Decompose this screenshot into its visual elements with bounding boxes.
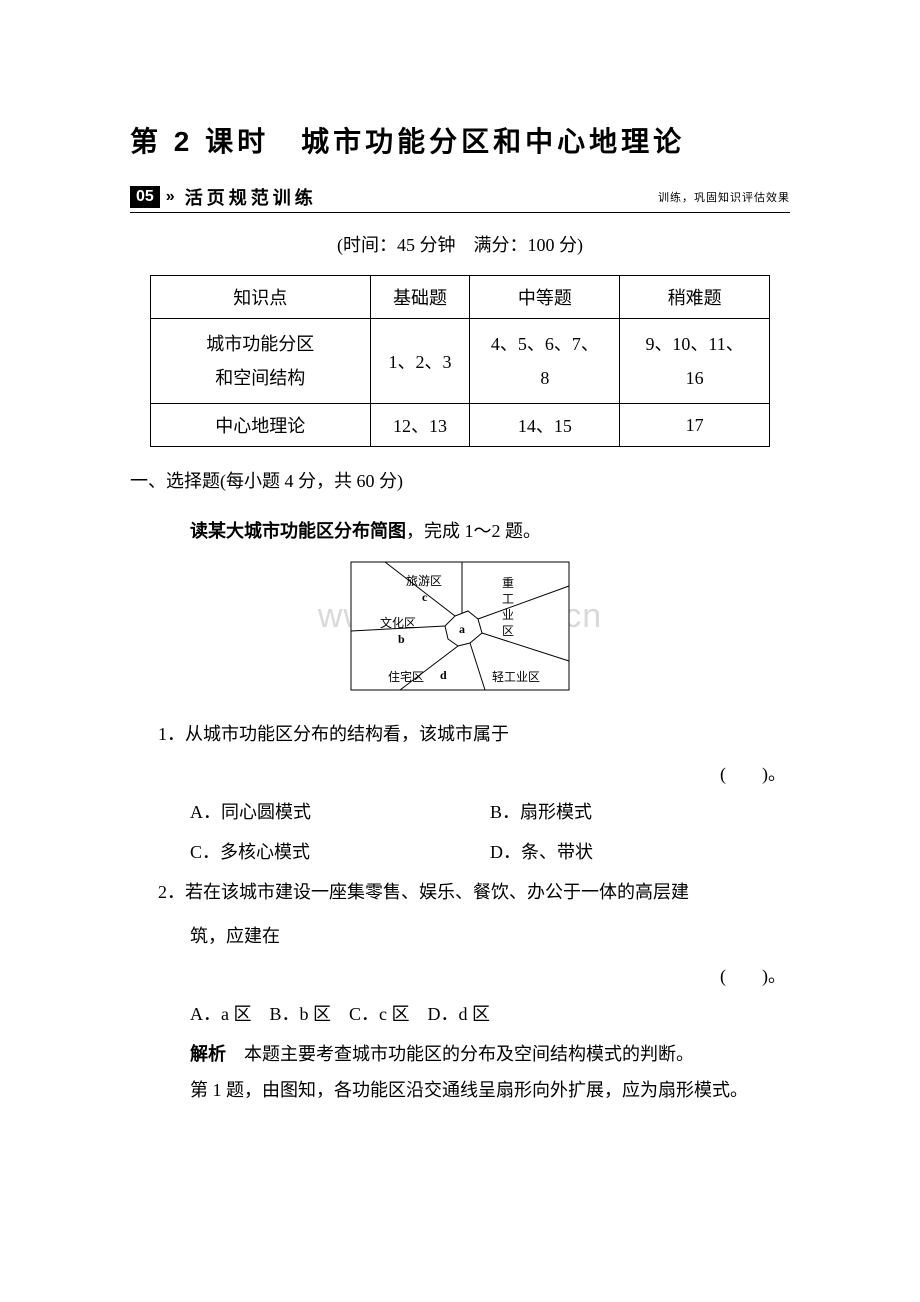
cell-mid-2: 14、15 <box>470 404 620 447</box>
reading-prompt: 读某大城市功能区分布简图，完成 1～2 题。 <box>190 517 790 543</box>
zone-diagram: 旅游区 c 重 工 业 区 文化区 b a 住宅区 d 轻工业区 <box>350 561 570 691</box>
prompt-bold: 读某大城市功能区分布简图 <box>190 521 406 541</box>
prompt-tail: ，完成 1～2 题。 <box>406 521 541 541</box>
q1-opts-row1: A．同心圆模式 B．扇形模式 <box>130 794 790 830</box>
raquo-icon: » <box>166 188 175 206</box>
last-paragraph: 第 1 题，由图知，各功能区沿交通线呈扇形向外扩展，应为扇形模式。 <box>130 1072 790 1108</box>
cell-hard-1: 9、10、11、 16 <box>620 319 770 404</box>
q1-num: 1． <box>158 724 185 744</box>
q1-opt-a: A．同心圆模式 <box>190 794 490 830</box>
label-center-letter: a <box>459 622 465 636</box>
label-tour: 旅游区 <box>406 574 442 588</box>
label-heavy-3: 业 <box>502 608 514 622</box>
cell-basic-1: 1、2、3 <box>370 319 470 404</box>
table-row: 中心地理论 12、13 14、15 17 <box>151 404 770 447</box>
label-culture: 文化区 <box>380 615 416 630</box>
table-header-row: 知识点 基础题 中等题 稍难题 <box>151 276 770 319</box>
cell-kp-1: 城市功能分区 和空间结构 <box>151 319 371 404</box>
mid-line1: 4、5、6、7、 <box>474 327 615 361</box>
th-knowledge: 知识点 <box>151 276 371 319</box>
q2-opts: A．a 区 B．b 区 C．c 区 D．d 区 <box>130 996 790 1032</box>
kp-line1: 城市功能分区 <box>155 327 366 361</box>
th-mid: 中等题 <box>470 276 620 319</box>
kp-line2: 和空间结构 <box>155 361 366 395</box>
q2-num: 2． <box>158 882 185 902</box>
cell-basic-2: 12、13 <box>370 404 470 447</box>
knowledge-table: 知识点 基础题 中等题 稍难题 城市功能分区 和空间结构 1、2、3 4、5、6… <box>150 275 770 447</box>
q2-paren: ( )。 <box>130 962 790 988</box>
label-residential: 住宅区 <box>388 669 424 684</box>
cell-hard-2: 17 <box>620 404 770 447</box>
lesson-title: 第 2 课时 城市功能分区和中心地理论 <box>130 120 790 160</box>
label-heavy-2: 工 <box>502 592 514 606</box>
q1-paren: ( )。 <box>130 760 790 786</box>
mid-line2: 8 <box>474 361 615 395</box>
section-label: 活页规范训练 <box>185 184 317 210</box>
time-score: (时间：45 分钟 满分：100 分) <box>130 231 790 257</box>
q1-opt-c: C．多核心模式 <box>190 834 490 870</box>
hard-line2: 16 <box>624 361 765 395</box>
q2-text-l2: 筑，应建在 <box>130 918 790 954</box>
analysis-label: 解析 <box>190 1044 226 1064</box>
analysis: 解析 本题主要考查城市功能区的分布及空间结构模式的判断。 <box>130 1036 790 1072</box>
label-culture-letter: b <box>398 632 405 646</box>
q1: 1．从城市功能区分布的结构看，该城市属于 <box>130 716 790 752</box>
th-hard: 稍难题 <box>620 276 770 319</box>
section-note: 训练，巩固知识评估效果 <box>658 189 790 205</box>
label-residential-letter: d <box>440 668 447 682</box>
th-basic: 基础题 <box>370 276 470 319</box>
label-heavy-4: 区 <box>502 624 514 638</box>
label-heavy-1: 重 <box>502 576 514 590</box>
label-tour-letter: c <box>422 590 428 604</box>
box-05: 05 <box>130 186 160 208</box>
diagram-wrap: www.zixin.com.cn 旅游区 c 重 工 业 区 文化区 b a 住… <box>130 561 790 696</box>
q1-text: 从城市功能区分布的结构看，该城市属于 <box>185 724 509 744</box>
q1-opt-d: D．条、带状 <box>490 834 790 870</box>
section-1-heading: 一、选择题(每小题 4 分，共 60 分) <box>130 467 790 493</box>
label-light: 轻工业区 <box>492 670 540 684</box>
analysis-text: 本题主要考查城市功能区的分布及空间结构模式的判断。 <box>226 1044 694 1064</box>
table-row: 城市功能分区 和空间结构 1、2、3 4、5、6、7、 8 9、10、11、 1… <box>151 319 770 404</box>
section-header: 05 » 活页规范训练 训练，巩固知识评估效果 <box>130 184 790 213</box>
q2: 2．若在该城市建设一座集零售、娱乐、餐饮、办公于一体的高层建 <box>130 874 790 910</box>
cell-mid-1: 4、5、6、7、 8 <box>470 319 620 404</box>
q1-opt-b: B．扇形模式 <box>490 794 790 830</box>
q1-opts-row2: C．多核心模式 D．条、带状 <box>130 834 790 870</box>
cell-kp-2: 中心地理论 <box>151 404 371 447</box>
q2-text-l1: 若在该城市建设一座集零售、娱乐、餐饮、办公于一体的高层建 <box>185 882 689 902</box>
hard-line1: 9、10、11、 <box>624 327 765 361</box>
